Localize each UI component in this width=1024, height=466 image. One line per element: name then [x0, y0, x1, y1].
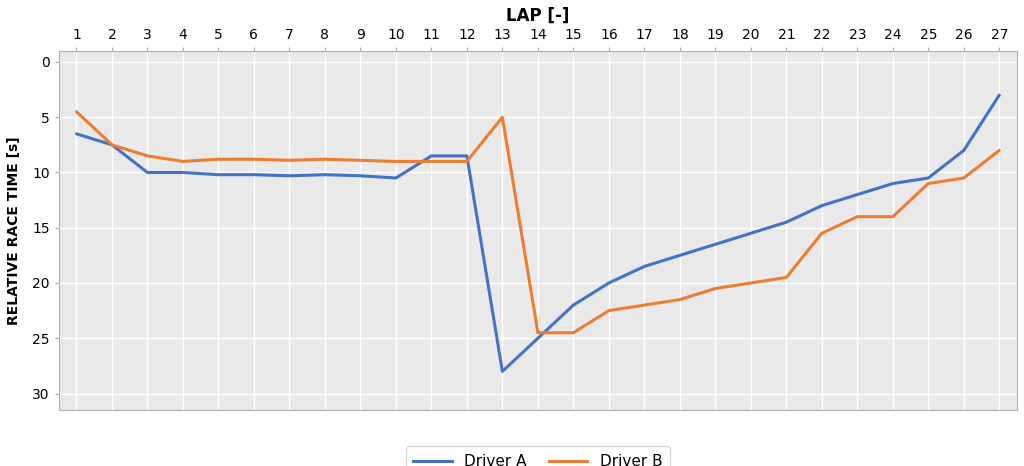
- Driver A: [212, 172, 224, 178]
- Driver A: [567, 302, 580, 308]
- Driver B: [887, 214, 899, 219]
- Driver B: [497, 115, 509, 120]
- Driver A: [318, 172, 331, 178]
- Driver A: [674, 253, 686, 258]
- Driver B: [744, 280, 757, 286]
- Driver A: [993, 92, 1006, 98]
- Driver B: [851, 214, 863, 219]
- Driver B: [710, 286, 722, 291]
- Driver B: [674, 297, 686, 302]
- Legend: Driver A, Driver B: Driver A, Driver B: [406, 446, 670, 466]
- Driver A: [780, 219, 793, 225]
- Driver B: [816, 231, 828, 236]
- Driver A: [851, 192, 863, 198]
- Driver A: [744, 231, 757, 236]
- Driver B: [461, 158, 473, 164]
- Driver A: [638, 264, 650, 269]
- Driver A: [816, 203, 828, 208]
- Driver A: [531, 336, 544, 341]
- X-axis label: LAP [-]: LAP [-]: [506, 7, 569, 25]
- Driver B: [354, 158, 367, 163]
- Driver B: [212, 157, 224, 162]
- Driver A: [497, 369, 509, 374]
- Driver B: [71, 109, 83, 115]
- Driver B: [141, 153, 154, 159]
- Driver B: [923, 181, 935, 186]
- Driver B: [638, 302, 650, 308]
- Driver A: [177, 170, 189, 175]
- Y-axis label: RELATIVE RACE TIME [s]: RELATIVE RACE TIME [s]: [7, 136, 20, 325]
- Driver B: [957, 175, 970, 181]
- Driver A: [710, 241, 722, 247]
- Driver B: [603, 308, 615, 314]
- Line: Driver B: Driver B: [77, 112, 999, 333]
- Driver B: [531, 330, 544, 336]
- Driver B: [105, 142, 118, 148]
- Driver B: [567, 330, 580, 336]
- Driver A: [71, 131, 83, 137]
- Driver A: [425, 153, 437, 159]
- Driver A: [957, 148, 970, 153]
- Driver B: [284, 158, 296, 163]
- Driver B: [390, 158, 402, 164]
- Driver B: [318, 157, 331, 162]
- Driver A: [284, 173, 296, 178]
- Line: Driver A: Driver A: [77, 95, 999, 371]
- Driver A: [105, 142, 118, 148]
- Driver B: [780, 274, 793, 280]
- Driver B: [425, 158, 437, 164]
- Driver A: [461, 153, 473, 159]
- Driver A: [603, 280, 615, 286]
- Driver B: [248, 157, 260, 162]
- Driver A: [141, 170, 154, 175]
- Driver B: [177, 158, 189, 164]
- Driver A: [887, 181, 899, 186]
- Driver B: [993, 148, 1006, 153]
- Driver A: [354, 173, 367, 178]
- Driver A: [248, 172, 260, 178]
- Driver A: [923, 175, 935, 181]
- Driver A: [390, 175, 402, 181]
